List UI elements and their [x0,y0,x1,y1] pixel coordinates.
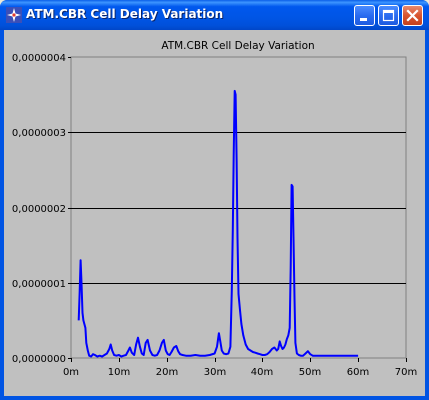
y-tick-label: 0,0000002 [12,204,66,215]
y-tick-label: 0,0000003 [12,128,66,139]
maximize-icon [382,9,395,22]
close-icon [406,9,419,22]
y-tick-label: 0,0000001 [12,279,66,290]
x-tick-label: 50m [299,367,321,378]
x-tick-label: 10m [108,367,130,378]
x-tick-label: 20m [156,367,178,378]
x-tick-label: 70m [395,367,417,378]
minimize-icon [360,18,367,21]
series-line [77,89,359,358]
title-bar[interactable]: ATM.CBR Cell Delay Variation [0,0,429,30]
y-tick-label: 0,0000000 [12,354,66,365]
minimize-button[interactable] [354,5,375,26]
line-chart: ATM.CBR Cell Delay Variation 0,00000000,… [12,40,417,378]
chart-title: ATM.CBR Cell Delay Variation [161,40,314,52]
window-title: ATM.CBR Cell Delay Variation [26,7,224,21]
close-button[interactable] [402,5,423,26]
maximize-button[interactable] [378,5,399,26]
y-tick-label: 0,0000004 [12,53,66,64]
chart-panel: ATM.CBR Cell Delay Variation 0,0000000 0,… [4,30,425,396]
plot-area [70,56,407,359]
series-layer [77,89,359,358]
x-tick-label: 40m [251,367,273,378]
app-icon [6,7,22,23]
x-tick-label: 30m [204,367,226,378]
x-tick-label: 60m [347,367,369,378]
axes: 0,0000000 0,0000001 0,0000002 0,0000003 0,00… [12,53,417,378]
x-tick-label: 0m [63,367,79,378]
